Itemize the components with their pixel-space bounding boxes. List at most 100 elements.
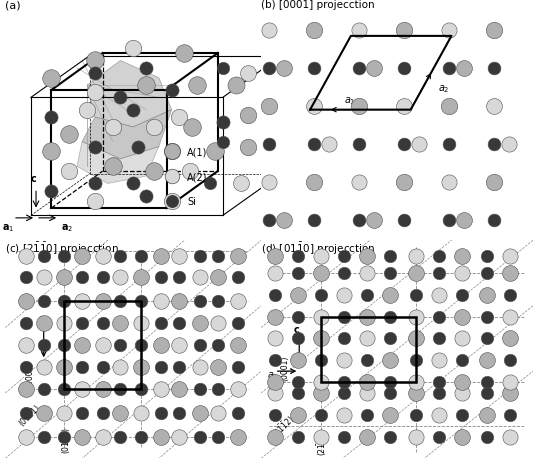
Point — [98, 274, 107, 282]
Point — [129, 45, 138, 53]
Point — [60, 409, 68, 416]
Point — [157, 252, 166, 260]
Point — [157, 274, 166, 282]
Point — [271, 269, 279, 277]
Point — [340, 313, 349, 320]
Point — [435, 313, 443, 320]
Point — [116, 409, 125, 416]
Point — [489, 65, 498, 72]
Point — [363, 411, 372, 419]
Text: Si: Si — [187, 196, 196, 206]
Point — [435, 335, 443, 342]
Point — [78, 363, 86, 371]
Text: $a_1$: $a_1$ — [266, 370, 278, 382]
Point — [340, 389, 349, 397]
Point — [400, 141, 408, 149]
Point — [98, 342, 107, 349]
Point — [325, 141, 334, 149]
Point — [39, 409, 48, 416]
Point — [157, 363, 166, 371]
Point — [136, 252, 145, 260]
Point — [363, 252, 372, 260]
Text: $\mathbf{a}_1$: $\mathbf{a}_1$ — [2, 222, 14, 234]
Point — [294, 389, 302, 397]
Point — [21, 363, 30, 371]
Point — [310, 141, 318, 149]
Point — [180, 50, 189, 58]
Text: $a_2$: $a_2$ — [438, 83, 449, 94]
Point — [458, 292, 466, 299]
Point — [211, 149, 220, 156]
Point — [60, 363, 68, 371]
Point — [459, 65, 468, 72]
Point — [271, 411, 279, 419]
Point — [482, 269, 491, 277]
Point — [175, 320, 183, 327]
Point — [445, 141, 453, 149]
Point — [506, 357, 514, 364]
Point — [167, 198, 176, 205]
Point — [458, 378, 466, 386]
Point — [213, 252, 222, 260]
Point — [244, 144, 253, 151]
Point — [370, 217, 378, 225]
Point — [157, 433, 166, 440]
Point — [317, 389, 325, 397]
Point — [244, 112, 253, 119]
Point — [231, 82, 240, 90]
Point — [435, 433, 443, 440]
Point — [458, 252, 466, 260]
Point — [280, 65, 288, 72]
Point — [294, 357, 302, 364]
Point — [370, 65, 378, 72]
Point — [39, 433, 48, 440]
Point — [193, 82, 201, 90]
Point — [234, 320, 243, 327]
Point — [271, 433, 279, 440]
Point — [149, 124, 158, 131]
Point — [355, 179, 364, 187]
Point — [435, 389, 443, 397]
Point — [175, 274, 183, 282]
Point — [506, 411, 514, 419]
Point — [482, 411, 491, 419]
Point — [78, 409, 86, 416]
Point — [400, 65, 408, 72]
Point — [363, 433, 372, 440]
Point — [412, 389, 421, 397]
Point — [134, 144, 143, 151]
Point — [317, 252, 325, 260]
Point — [310, 103, 318, 111]
Text: c: c — [38, 313, 44, 324]
Point — [98, 298, 107, 306]
Point — [65, 131, 74, 139]
Point — [458, 357, 466, 364]
Point — [317, 378, 325, 386]
Point — [39, 342, 48, 349]
Point — [47, 114, 55, 121]
Point — [340, 433, 349, 440]
Point — [98, 363, 107, 371]
Point — [196, 409, 204, 416]
Point — [310, 27, 318, 34]
Point — [91, 198, 99, 205]
Point — [98, 409, 107, 416]
Point — [175, 433, 183, 440]
Point — [265, 27, 273, 34]
Point — [91, 144, 99, 151]
Point — [482, 357, 491, 364]
Point — [294, 411, 302, 419]
Point — [60, 252, 68, 260]
Point — [317, 292, 325, 299]
Point — [91, 57, 99, 65]
Point — [445, 217, 453, 225]
Point — [167, 149, 176, 156]
Point — [213, 298, 222, 306]
Point — [78, 385, 86, 393]
Point — [363, 313, 372, 320]
Text: (b) [0001] projecction: (b) [0001] projecction — [261, 0, 375, 10]
Point — [386, 313, 394, 320]
Point — [271, 292, 279, 299]
Point — [136, 342, 145, 349]
Point — [489, 141, 498, 149]
